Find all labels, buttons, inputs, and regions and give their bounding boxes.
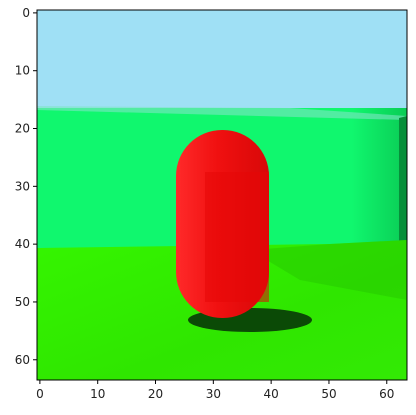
- x-tick-label: 30: [206, 387, 221, 401]
- y-tick-label: 0: [22, 6, 30, 20]
- y-tick-label: 20: [15, 122, 30, 136]
- floor-shade: [250, 240, 407, 300]
- x-tick-label: 20: [148, 387, 163, 401]
- y-tick-label: 30: [15, 179, 30, 193]
- x-tick-label: 10: [90, 387, 105, 401]
- wall-right-edge: [399, 116, 407, 250]
- x-tick-label: 50: [321, 387, 336, 401]
- wall-top-edge: [37, 106, 407, 120]
- x-tick-label: 0: [36, 387, 44, 401]
- y-tick-label: 50: [15, 295, 30, 309]
- x-axis: 0 10 20 30 40 50 60: [36, 380, 394, 401]
- y-tick-label: 40: [15, 237, 30, 251]
- sky-region: [37, 10, 407, 110]
- y-tick-label: 10: [15, 64, 30, 78]
- axes-frame: [36, 9, 408, 381]
- x-tick-label: 60: [379, 387, 394, 401]
- capsule-side-shade: [205, 172, 269, 302]
- y-tick-label: 60: [15, 353, 30, 367]
- y-axis: 0 10 20 30 40 50 60: [15, 6, 37, 367]
- rendered-scene: [37, 10, 407, 380]
- x-tick-label: 40: [264, 387, 279, 401]
